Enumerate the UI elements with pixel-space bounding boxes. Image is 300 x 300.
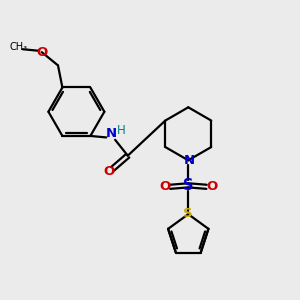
Text: H: H [117,124,125,137]
Text: O: O [103,165,114,178]
Text: CH₃: CH₃ [9,42,27,52]
Text: O: O [36,46,47,59]
Text: O: O [159,180,171,193]
Text: N: N [106,128,117,140]
Text: N: N [183,154,194,167]
Text: S: S [184,206,193,220]
Text: S: S [183,178,194,193]
Text: O: O [206,180,217,193]
